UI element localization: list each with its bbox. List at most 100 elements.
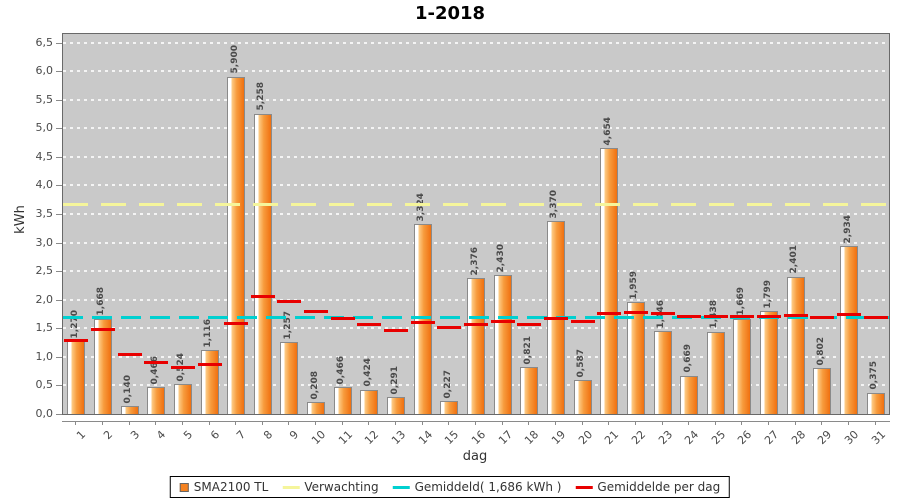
x-axis-tick [528, 421, 530, 425]
daily-average-segment [730, 315, 755, 319]
x-axis-tick [315, 421, 317, 425]
y-axis-tick [56, 156, 62, 158]
bar-value-label: 3,324 [416, 192, 427, 222]
daily-average-segment [703, 315, 728, 319]
bar-day-8 [253, 113, 272, 414]
x-axis-tick-label: 17 [495, 428, 515, 448]
bar-day-12 [360, 389, 379, 414]
plot-area: 1,2701,6680,1400,4660,5241,1165,9005,258… [62, 33, 890, 415]
legend-label-daily-average: Gemiddelde per dag [597, 480, 721, 494]
x-axis-tick [741, 421, 743, 425]
daily-average-segment [197, 362, 222, 366]
bar-value-label: 1,669 [735, 287, 746, 316]
gridline [63, 98, 889, 101]
bar-value-label: 5,258 [256, 82, 267, 111]
x-axis-tick [768, 421, 770, 425]
x-axis-tick [581, 421, 583, 425]
x-axis-tick [75, 421, 77, 425]
x-axis-tick-label: 30 [842, 428, 862, 448]
y-axis-tick [56, 99, 62, 101]
x-axis-tick-label: 28 [788, 428, 808, 448]
x-axis-line [62, 421, 890, 422]
bar-value-label: 0,466 [336, 355, 347, 385]
daily-average-segment [490, 320, 515, 324]
x-axis-tick-label: 10 [309, 428, 329, 448]
x-axis-tick-label: 12 [362, 428, 382, 448]
x-axis-tick-label: 4 [154, 428, 169, 443]
bar-value-label: 1,270 [69, 309, 80, 339]
x-axis-tick-label: 25 [708, 428, 729, 448]
y-axis-tick-label: 2,0 [35, 292, 54, 306]
daily-average-segment [543, 317, 568, 321]
gridline [63, 184, 889, 187]
bar-day-24 [680, 375, 699, 414]
gridline [63, 270, 889, 273]
daily-average-segment [597, 311, 622, 315]
legend-label-series: SMA2100 TL [193, 480, 269, 494]
bar-value-label: 2,376 [469, 246, 480, 276]
legend-item-daily-average: Gemiddelde per dag [575, 480, 720, 494]
x-axis-tick [661, 421, 663, 425]
bar-day-11 [333, 387, 352, 414]
bar-value-label: 1,668 [96, 287, 107, 316]
legend-label-average: Gemiddeld( 1,686 kWh ) [414, 480, 562, 494]
y-axis-tick [56, 42, 62, 44]
x-axis-tick [634, 421, 636, 425]
legend-item-average: Gemiddeld( 1,686 kWh ) [392, 480, 562, 494]
bar-value-label: 2,401 [789, 245, 800, 274]
bar-day-30 [840, 246, 859, 414]
daily-average-segment [170, 365, 195, 369]
bar-value-label: 4,654 [602, 116, 613, 146]
x-axis-tick [794, 421, 796, 425]
x-axis-tick-label: 2 [101, 428, 116, 443]
x-axis-tick-label: 5 [180, 428, 196, 443]
daily-average-segment [837, 313, 862, 317]
y-axis-tick-label: 0,0 [35, 407, 54, 420]
gridline [63, 241, 889, 244]
bar-value-label: 0,587 [576, 349, 587, 378]
x-axis-tick-label: 26 [735, 428, 755, 448]
bar-value-label: 0,466 [149, 355, 160, 385]
bar-day-26 [733, 318, 752, 414]
y-axis-tick-label: 0,5 [35, 378, 54, 392]
x-axis-tick [288, 421, 290, 425]
y-axis-tick-label: 3,0 [35, 235, 54, 249]
daily-average-segment [677, 314, 702, 318]
average-line [63, 315, 889, 319]
bar-value-label: 0,140 [123, 374, 134, 403]
y-axis-tick-label: 6,0 [35, 64, 54, 78]
bar-day-13 [387, 397, 406, 414]
bar-day-9 [280, 342, 299, 414]
expected-line-marker-icon [282, 485, 300, 489]
x-axis-tick-label: 3 [127, 428, 142, 443]
bar-value-label: 1,799 [762, 279, 773, 309]
x-axis-tick-label: 18 [522, 428, 542, 448]
x-axis-tick [395, 421, 397, 425]
bar-day-15 [440, 401, 459, 414]
legend-label-expected: Verwachting [304, 480, 379, 494]
y-axis-tick-label: 1,5 [35, 321, 54, 335]
x-axis-tick-label: 14 [415, 428, 435, 448]
gridline [63, 155, 889, 158]
y-axis-tick-label: 4,5 [35, 149, 54, 163]
gridline [63, 213, 889, 215]
bar-value-label: 0,375 [869, 361, 880, 390]
daily-average-segment [464, 323, 488, 327]
bar-value-label: 0,227 [442, 369, 453, 399]
bar-series-marker-icon [179, 482, 189, 492]
y-axis-tick [56, 299, 62, 301]
y-axis-tick [56, 328, 62, 330]
x-axis-tick-label: 7 [234, 428, 249, 443]
x-axis-tick [608, 421, 610, 425]
bar-day-25 [706, 331, 725, 414]
bar-value-label: 1,959 [629, 270, 640, 300]
x-axis-tick [421, 421, 423, 425]
bar-day-6 [200, 350, 219, 414]
daily-average-segment [304, 310, 329, 314]
bar-day-2 [93, 318, 112, 414]
x-axis-tick [181, 421, 183, 425]
gridline [63, 70, 889, 73]
y-axis-tick-label: 1,0 [35, 349, 54, 363]
bar-value-label: 0,821 [522, 335, 533, 365]
x-axis-tick [261, 421, 263, 425]
